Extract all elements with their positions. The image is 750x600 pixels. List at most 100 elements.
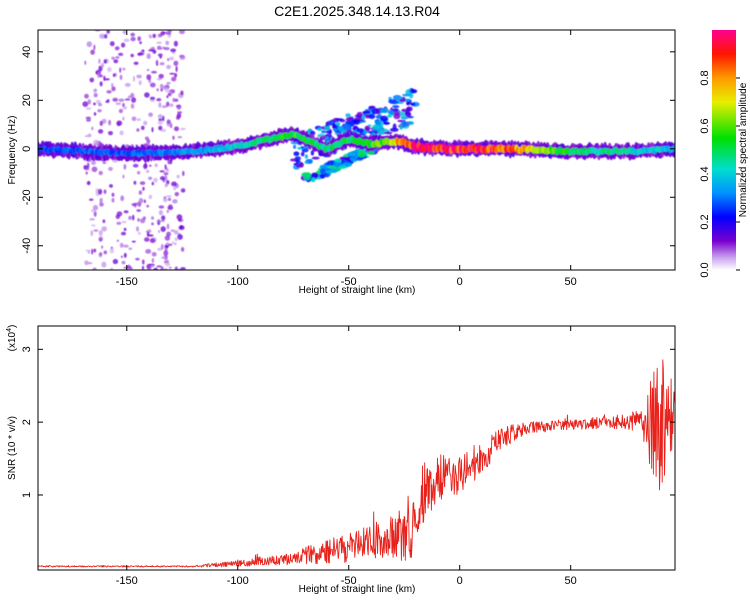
spectrogram-cell <box>153 177 158 183</box>
spectrogram-cell <box>168 243 173 246</box>
spectrogram-cell <box>146 53 151 60</box>
snr-x-tick-label: -150 <box>116 575 138 587</box>
snr-x-axis-label: Height of straight line (km) <box>299 584 416 595</box>
spectrogram-cell <box>110 267 114 270</box>
spectrogram-cell <box>131 214 135 221</box>
spectrogram-cell <box>109 247 114 254</box>
spectrogram-cell <box>170 229 175 232</box>
spectrogram-cell <box>146 231 150 237</box>
spectrogram-panel: -150 -100 -50 0 50 -40 -20 0 20 40 Height of stra… <box>7 29 676 296</box>
snr-x-tick-label: -100 <box>227 575 249 587</box>
spectrogram-cell <box>164 262 171 267</box>
snr-y-axis-label: SNR (10 * v/v) <box>7 416 18 480</box>
spectrogram-cell <box>144 136 149 141</box>
spectrogram-cell <box>136 128 140 132</box>
spectrogram-cell <box>141 49 145 52</box>
spectrogram-cell <box>93 229 99 232</box>
spectrogram-cell <box>148 49 154 52</box>
spectrogram-cell <box>151 70 157 74</box>
spectrogram-cell <box>102 161 107 164</box>
spectrogram-cell <box>390 100 399 105</box>
spectrogram-cell <box>116 120 123 126</box>
spectrogram-cell <box>157 114 163 119</box>
spectrogram-cell <box>119 74 123 81</box>
spectrogram-cell <box>99 81 103 87</box>
spectrogram-cell <box>164 235 171 241</box>
spectrogram-cell <box>148 176 153 180</box>
spectrogram-cell <box>87 180 91 186</box>
spectrogram-cell <box>169 72 175 75</box>
spectrogram-cell <box>106 90 112 94</box>
spectrogram-cell <box>128 247 133 250</box>
spectrogram-cell <box>165 101 170 107</box>
spectrogram-cell <box>168 204 173 209</box>
spectrogram-cell <box>160 226 166 233</box>
spectrogram-cell <box>120 195 125 202</box>
spectrogram-y-tick-label: 0 <box>21 146 33 152</box>
spectrogram-cell <box>102 219 106 223</box>
spectrogram-cell <box>167 30 172 33</box>
spectrogram-cell <box>105 100 110 104</box>
spectrogram-cell <box>160 243 164 250</box>
spectrogram-cell <box>87 99 91 105</box>
spectrogram-cell <box>308 158 313 164</box>
spectrogram-cell <box>143 120 148 126</box>
spectrogram-cell <box>166 32 172 35</box>
spectrogram-cell <box>402 120 407 127</box>
spectrogram-cell <box>166 95 169 99</box>
spectrogram-cell <box>93 44 96 51</box>
spectrogram-cell <box>293 151 300 156</box>
spectrogram-cell <box>98 170 103 176</box>
spectrogram-cell <box>162 177 166 183</box>
spectrogram-cell <box>111 56 115 60</box>
spectrogram-cell <box>149 36 152 39</box>
spectrogram-cell <box>120 255 123 258</box>
spectrogram-cell <box>123 227 127 231</box>
spectrogram-cell <box>300 146 304 149</box>
spectrogram-cell <box>85 171 88 175</box>
spectrogram-cell <box>158 73 164 79</box>
spectrogram-cell <box>98 129 104 134</box>
spectrogram-cell <box>166 231 172 237</box>
spectrogram-cell <box>352 119 361 124</box>
spectrogram-cell <box>159 170 165 173</box>
spectrogram-cell <box>111 197 115 203</box>
spectrogram-cell <box>142 186 145 191</box>
spectrogram-cell <box>119 67 122 73</box>
spectrogram-cell <box>158 205 165 209</box>
spectrogram-cell <box>156 41 162 44</box>
spectrogram-cell <box>88 249 90 254</box>
spectrogram-cell <box>122 30 127 35</box>
spectrogram-cell <box>123 252 127 258</box>
snr-series-line <box>38 359 675 568</box>
spectrogram-cell <box>99 202 104 207</box>
spectrogram-frame <box>37 29 676 271</box>
spectrogram-x-tick-label: -100 <box>227 276 249 288</box>
spectrogram-cell <box>130 103 135 109</box>
spectrogram-cell <box>136 209 141 212</box>
spectrogram-cell <box>392 108 399 112</box>
spectrogram-cell <box>138 190 143 195</box>
spectrogram-cell <box>93 88 97 93</box>
spectrogram-cell <box>93 93 98 98</box>
spectrogram-cell <box>116 239 120 242</box>
spectrogram-cell <box>103 59 108 64</box>
spectrogram-cell <box>409 92 414 99</box>
spectrogram-cell <box>410 89 417 94</box>
spectrogram-cell <box>151 127 154 133</box>
spectrogram-cell <box>119 242 124 248</box>
spectrogram-cell <box>133 61 139 65</box>
spectrogram-cell <box>161 105 168 108</box>
spectrogram-cell <box>127 95 133 99</box>
spectrogram-cell <box>103 250 108 255</box>
spectrogram-cell <box>179 54 185 58</box>
spectrogram-cell <box>86 168 90 171</box>
spectrogram-cell <box>301 172 312 178</box>
spectrogram-cell <box>400 116 409 120</box>
spectrogram-cell <box>156 88 159 92</box>
colorbar-tick-label: 0.2 <box>699 214 711 229</box>
spectrogram-cell <box>149 238 156 244</box>
spectrogram-cell <box>114 46 120 51</box>
spectrogram-cell <box>91 166 98 173</box>
spectrogram-cell <box>157 247 162 251</box>
